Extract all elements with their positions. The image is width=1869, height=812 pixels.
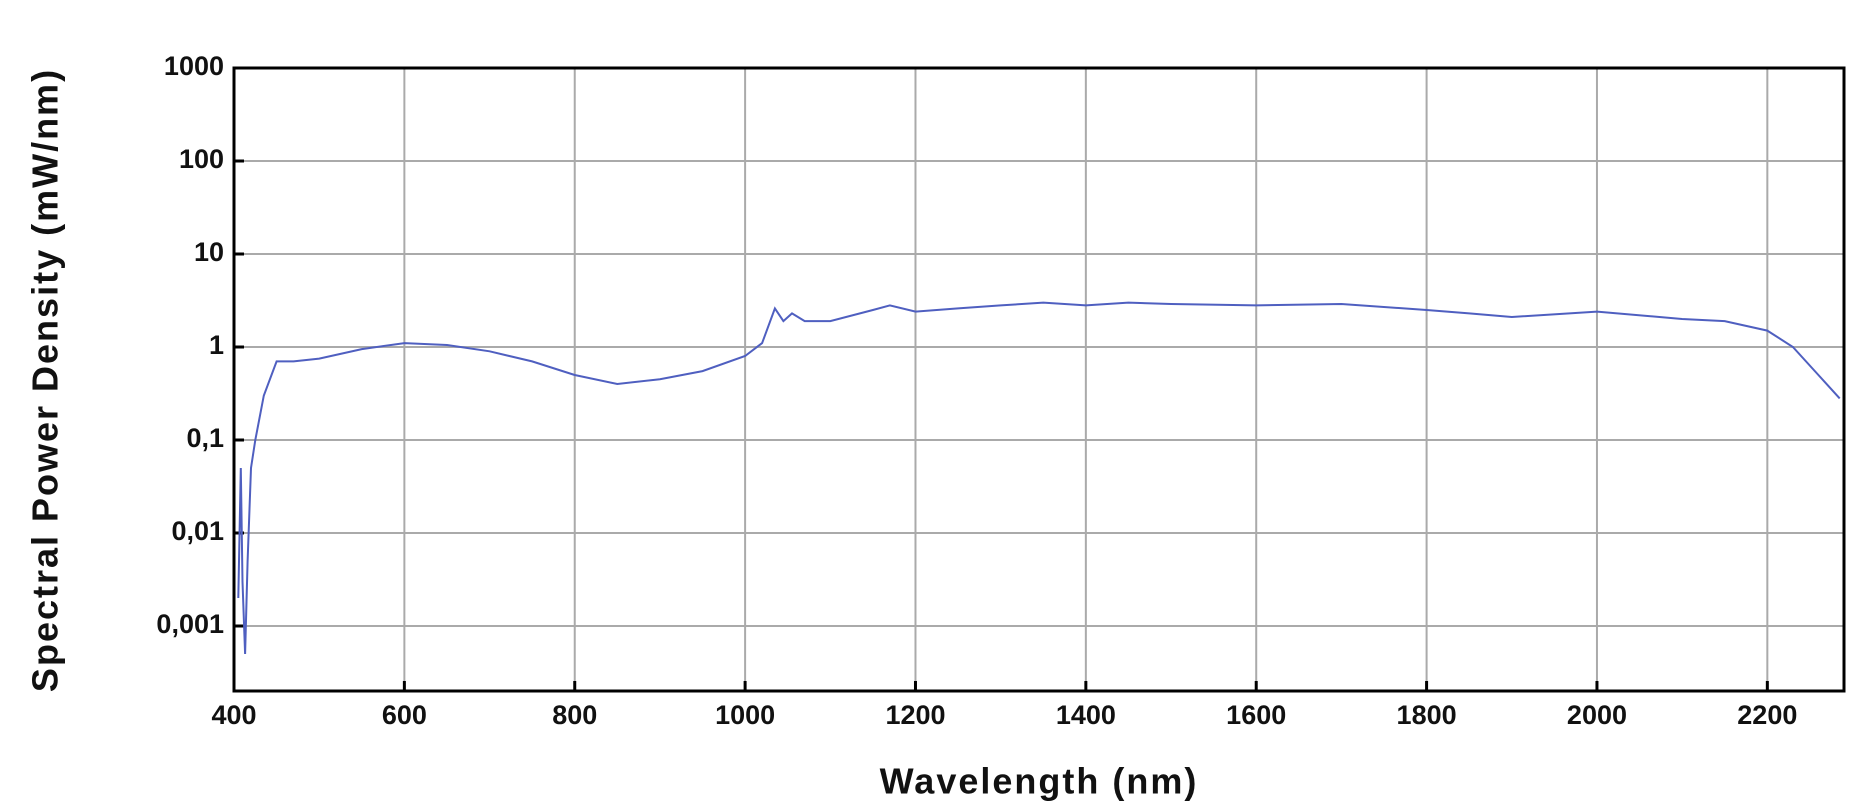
x-tick-label: 1000 <box>715 700 775 730</box>
y-tick-label: 0,01 <box>171 516 224 546</box>
y-axis-label: Spectral Power Density (mW/nm) <box>25 68 66 692</box>
y-tick-label: 100 <box>179 144 224 174</box>
y-tick-label: 0,001 <box>156 609 224 639</box>
y-tick-label: 10 <box>194 237 224 267</box>
x-tick-label: 1400 <box>1056 700 1116 730</box>
x-tick-label: 600 <box>382 700 427 730</box>
y-tick-label: 1 <box>209 330 224 360</box>
x-tick-label: 2200 <box>1737 700 1797 730</box>
y-tick-label: 1000 <box>164 51 224 81</box>
x-tick-label: 2000 <box>1567 700 1627 730</box>
x-tick-label: 1800 <box>1397 700 1457 730</box>
y-tick-label: 0,1 <box>186 423 224 453</box>
plot-frame <box>232 66 1846 693</box>
x-tick-label: 800 <box>552 700 597 730</box>
x-tick-label: 1200 <box>885 700 945 730</box>
data-line <box>237 301 1841 655</box>
x-tick-label: 400 <box>211 700 256 730</box>
x-tick-label: 1600 <box>1226 700 1286 730</box>
x-axis-label: Wavelength (nm) <box>880 761 1199 802</box>
